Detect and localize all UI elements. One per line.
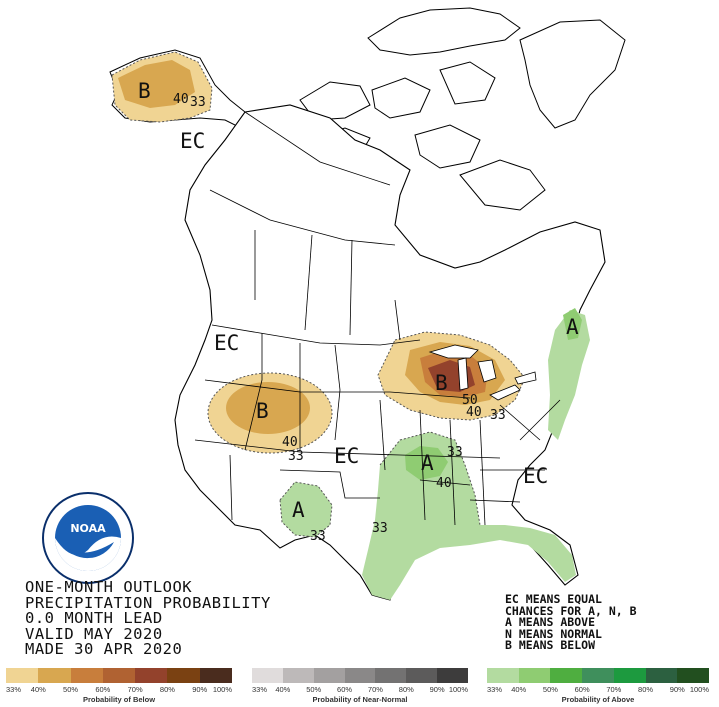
title-line-3: 0.0 MONTH LEAD	[25, 609, 163, 627]
label-33-alaska: 33	[190, 95, 206, 110]
legend-above-tick: 40%	[511, 685, 527, 694]
legend-above-ticks: 33% 40% 50% 60% 70% 80% 90% 100%	[487, 685, 709, 695]
label-33-a-sc: 33	[447, 445, 463, 460]
legend-above-swatch	[518, 668, 551, 683]
title-line-2: PRECIPITATION PROBABILITY	[25, 593, 271, 612]
label-40-a-sc: 40	[436, 476, 452, 491]
label-a-northeast: A	[566, 315, 579, 339]
legend-below-tick: 100%	[212, 685, 232, 694]
label-40-lakes: 40	[466, 405, 482, 420]
legend-normal-swatch	[282, 668, 314, 683]
legend-normal-ticks: 33% 40% 50% 60% 70% 80% 90% 100%	[252, 685, 468, 695]
label-50-lakes: 50	[462, 393, 478, 408]
label-ec-central: EC	[334, 444, 359, 468]
key-line-2: CHANCES FOR A, N, B	[505, 603, 637, 618]
legend-below-swatch	[167, 668, 200, 683]
legend-above-tick: 80%	[638, 685, 654, 694]
probability-shading	[112, 52, 590, 600]
key-line-1: EC MEANS EQUAL	[505, 592, 602, 606]
legend-above-caption: Probability of Above	[561, 695, 635, 704]
legend-above-swatch	[582, 668, 614, 683]
legend-below-tick: 80%	[159, 685, 175, 694]
legend-normal-swatch	[375, 668, 407, 683]
label-a-southcentral: A	[421, 451, 434, 475]
legend-normal: 33% 40% 50% 60% 70% 80% 90% 100% Probability of…	[252, 668, 468, 706]
legend-normal-swatch	[344, 668, 376, 683]
legend-below-swatch	[135, 668, 168, 683]
great-lakes	[428, 344, 537, 401]
key-line-4: N MEANS NORMAL	[505, 626, 602, 641]
legend-above-swatch	[487, 668, 519, 683]
legend-normal-tick: 40%	[275, 685, 291, 694]
legend-below-swatch	[199, 668, 232, 683]
legend-normal-tick: 60%	[337, 685, 353, 694]
outlook-title: ONE-MONTH OUTLOOK PRECIPITATION PROBABIL…	[25, 578, 355, 658]
label-b-alaska: B	[138, 79, 151, 103]
label-40-west: 40	[282, 435, 298, 450]
legend-normal-swatch	[252, 668, 283, 683]
label-ec-southeast: EC	[523, 464, 548, 488]
title-line-4: VALID MAY 2020	[25, 624, 163, 643]
legend-above-tick: 60%	[574, 685, 590, 694]
label-33-lakes: 33	[490, 408, 506, 423]
legend-above: 33% 40% 50% 60% 70% 80% 90% 100% Probability of…	[487, 668, 709, 706]
label-33-gulf: 33	[372, 521, 388, 536]
legend-below-tick: 33%	[6, 685, 22, 694]
legend-normal-tick: 90%	[429, 685, 445, 694]
label-b-lakes: B	[435, 371, 448, 395]
outlook-map: B 40 33 EC EC B 40 33 EC B 50 40 33 A A …	[109, 7, 626, 601]
legend-above-tick: 50%	[542, 685, 558, 694]
legend-above-tick: 90%	[669, 685, 685, 694]
political-borders	[194, 111, 561, 526]
legend-below-swatches	[6, 668, 232, 683]
legend-above-swatch	[613, 668, 646, 683]
legend-normal-swatch	[437, 668, 468, 683]
label-40-alaska: 40	[173, 92, 189, 107]
legend-below-swatch	[102, 668, 136, 683]
noaa-logo-text: NOAA	[70, 522, 106, 535]
legend-normal-tick: 70%	[367, 685, 383, 694]
legend-above-swatches	[487, 668, 709, 683]
legend-below-swatch	[38, 668, 71, 683]
label-33-west: 33	[288, 449, 304, 464]
legend-below-tick: 70%	[127, 685, 143, 694]
legend-above-swatch	[677, 668, 709, 683]
legend-below: 33% 40% 50% 60% 70% 80% 90% 100% Probability of…	[6, 668, 232, 706]
noaa-logo: NOAA	[42, 492, 134, 584]
legend-below-tick: 40%	[30, 685, 46, 694]
title-line-1: ONE-MONTH OUTLOOK	[25, 578, 193, 596]
label-ec-alaska: EC	[180, 129, 205, 153]
legend-below-caption: Probability of Below	[82, 695, 156, 704]
legend-below-tick: 60%	[95, 685, 111, 694]
legend-above-swatch	[645, 668, 678, 683]
category-key: EC MEANS EQUAL CHANCES FOR A, N, B A MEA…	[505, 592, 715, 652]
map-labels: B 40 33 EC EC B 40 33 EC B 50 40 33 A A …	[138, 79, 579, 544]
legend-normal-tick: 33%	[252, 685, 268, 694]
title-line-5: MADE 30 APR 2020	[25, 640, 183, 658]
key-line-3: A MEANS ABOVE	[505, 615, 596, 629]
key-line-5: B MEANS BELOW	[505, 638, 596, 652]
legend-above-tick: 33%	[487, 685, 503, 694]
label-33-texas: 33	[310, 529, 326, 544]
legend-normal-tick: 100%	[448, 685, 468, 694]
legend-above-tick: 70%	[606, 685, 622, 694]
legend-normal-swatches	[252, 668, 468, 683]
legend-normal-swatch	[313, 668, 345, 683]
legend-below-tick: 90%	[192, 685, 208, 694]
label-ec-west: EC	[214, 331, 239, 355]
legend-normal-tick: 50%	[306, 685, 322, 694]
probability-contours	[111, 51, 526, 538]
legend-above-tick: 100%	[689, 685, 709, 694]
legend-below-tick: 50%	[63, 685, 79, 694]
legend-below-swatch	[70, 668, 103, 683]
label-b-west: B	[256, 399, 269, 423]
legend-normal-tick: 80%	[398, 685, 414, 694]
legend-below-ticks: 33% 40% 50% 60% 70% 80% 90% 100%	[6, 685, 232, 695]
label-a-texas: A	[292, 498, 305, 522]
legend-above-swatch	[550, 668, 583, 683]
legend-normal-swatch	[406, 668, 438, 683]
legend-normal-caption: Probability of Near-Normal	[312, 695, 408, 704]
legend-below-swatch	[6, 668, 39, 683]
